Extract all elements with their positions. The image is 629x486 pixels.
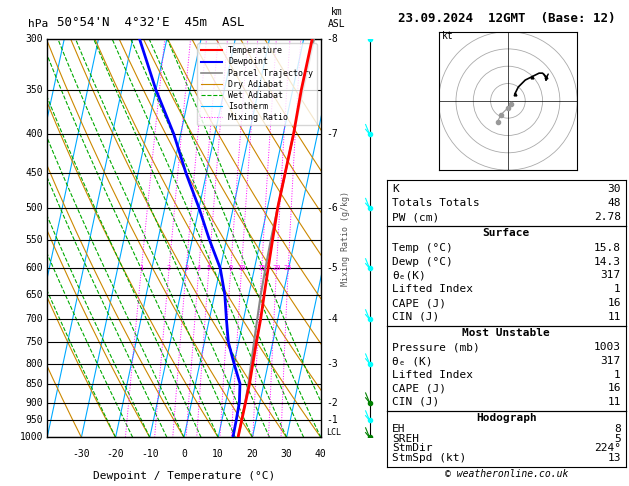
Text: CIN (J): CIN (J) <box>392 312 439 322</box>
Text: 317: 317 <box>601 356 621 366</box>
Text: km
ASL: km ASL <box>328 7 345 29</box>
Text: 400: 400 <box>25 129 43 139</box>
Text: 23.09.2024  12GMT  (Base: 12): 23.09.2024 12GMT (Base: 12) <box>398 12 615 25</box>
Text: 20: 20 <box>272 265 281 271</box>
Text: Surface: Surface <box>482 228 530 238</box>
Text: 224°: 224° <box>594 443 621 453</box>
Text: 1: 1 <box>139 265 143 271</box>
Text: 20: 20 <box>247 450 259 459</box>
Text: Temp (°C): Temp (°C) <box>392 243 453 253</box>
Text: 2.78: 2.78 <box>594 212 621 222</box>
Text: -6: -6 <box>326 203 338 213</box>
Text: 15: 15 <box>257 265 266 271</box>
Text: 850: 850 <box>25 379 43 389</box>
Text: -2: -2 <box>326 398 338 408</box>
Text: 16: 16 <box>608 383 621 393</box>
Text: 13: 13 <box>608 453 621 463</box>
Text: K: K <box>392 184 399 193</box>
Text: -30: -30 <box>72 450 90 459</box>
Text: CIN (J): CIN (J) <box>392 397 439 407</box>
Text: CAPE (J): CAPE (J) <box>392 298 446 308</box>
Text: 2: 2 <box>167 265 171 271</box>
Text: -5: -5 <box>326 263 338 273</box>
Text: 950: 950 <box>25 416 43 425</box>
Text: Pressure (mb): Pressure (mb) <box>392 343 480 352</box>
Text: 10: 10 <box>213 450 224 459</box>
Text: -1: -1 <box>326 416 338 425</box>
Text: StmDir: StmDir <box>392 443 432 453</box>
Text: 30: 30 <box>281 450 292 459</box>
Text: 650: 650 <box>25 290 43 300</box>
Text: SREH: SREH <box>392 434 419 444</box>
Text: 300: 300 <box>25 34 43 44</box>
Text: -3: -3 <box>326 359 338 368</box>
Text: 5: 5 <box>207 265 211 271</box>
Text: StmSpd (kt): StmSpd (kt) <box>392 453 466 463</box>
Text: 14.3: 14.3 <box>594 257 621 267</box>
Text: Dewp (°C): Dewp (°C) <box>392 257 453 267</box>
Text: 30: 30 <box>608 184 621 193</box>
Legend: Temperature, Dewpoint, Parcel Trajectory, Dry Adiabat, Wet Adiabat, Isotherm, Mi: Temperature, Dewpoint, Parcel Trajectory… <box>198 43 316 125</box>
Text: 50°54'N  4°32'E  45m  ASL: 50°54'N 4°32'E 45m ASL <box>57 16 245 29</box>
Text: θₑ(K): θₑ(K) <box>392 271 426 280</box>
Text: 15.8: 15.8 <box>594 243 621 253</box>
Text: 11: 11 <box>608 397 621 407</box>
Text: LCL: LCL <box>326 428 342 437</box>
Text: 5: 5 <box>614 434 621 444</box>
Text: Most Unstable: Most Unstable <box>462 328 550 338</box>
Text: -20: -20 <box>107 450 125 459</box>
Text: 11: 11 <box>608 312 621 322</box>
Text: Totals Totals: Totals Totals <box>392 198 480 208</box>
Text: 25: 25 <box>284 265 292 271</box>
Text: EH: EH <box>392 424 405 434</box>
Text: 8: 8 <box>229 265 233 271</box>
Text: 750: 750 <box>25 337 43 347</box>
Text: 16: 16 <box>608 298 621 308</box>
Text: -4: -4 <box>326 314 338 324</box>
Text: 450: 450 <box>25 168 43 178</box>
Text: 350: 350 <box>25 85 43 95</box>
Text: 1000: 1000 <box>19 433 43 442</box>
Text: 10: 10 <box>237 265 246 271</box>
Text: 1: 1 <box>614 284 621 294</box>
Text: PW (cm): PW (cm) <box>392 212 439 222</box>
Text: 700: 700 <box>25 314 43 324</box>
Text: Dewpoint / Temperature (°C): Dewpoint / Temperature (°C) <box>93 471 275 481</box>
Text: -8: -8 <box>326 34 338 44</box>
Text: 40: 40 <box>315 450 326 459</box>
Text: 1: 1 <box>614 370 621 380</box>
Text: © weatheronline.co.uk: © weatheronline.co.uk <box>445 469 568 479</box>
Text: 8: 8 <box>614 424 621 434</box>
Text: -7: -7 <box>326 129 338 139</box>
Text: θₑ (K): θₑ (K) <box>392 356 432 366</box>
Text: 1003: 1003 <box>594 343 621 352</box>
Text: kt: kt <box>442 31 454 40</box>
Text: 48: 48 <box>608 198 621 208</box>
Text: 0: 0 <box>181 450 187 459</box>
Text: 900: 900 <box>25 398 43 408</box>
Text: 550: 550 <box>25 235 43 244</box>
Text: 500: 500 <box>25 203 43 213</box>
Text: -10: -10 <box>141 450 159 459</box>
Text: Mixing Ratio (g/kg): Mixing Ratio (g/kg) <box>342 191 350 286</box>
Text: 3: 3 <box>184 265 188 271</box>
Text: 4: 4 <box>197 265 201 271</box>
Text: 800: 800 <box>25 359 43 368</box>
Text: 600: 600 <box>25 263 43 273</box>
Text: Lifted Index: Lifted Index <box>392 370 473 380</box>
Text: Hodograph: Hodograph <box>476 413 537 423</box>
Text: Lifted Index: Lifted Index <box>392 284 473 294</box>
Text: 317: 317 <box>601 271 621 280</box>
Text: hPa: hPa <box>28 19 48 29</box>
Text: CAPE (J): CAPE (J) <box>392 383 446 393</box>
